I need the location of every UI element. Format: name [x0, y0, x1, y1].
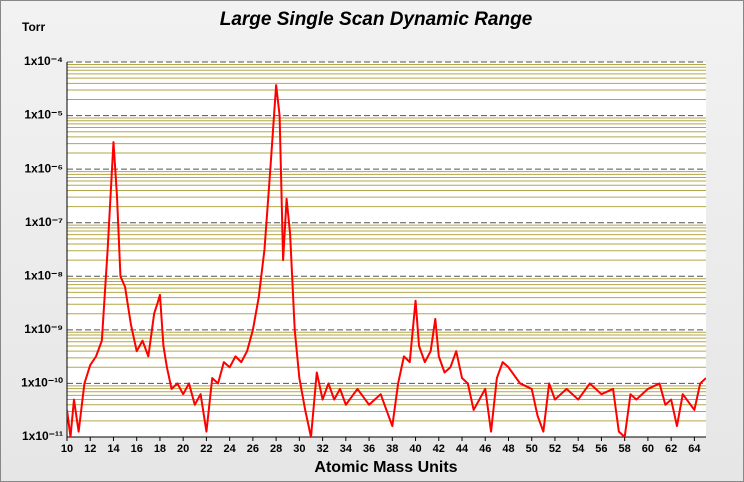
- plot-area: [67, 62, 706, 437]
- x-tick-label: 50: [526, 443, 538, 455]
- x-tick-label: 20: [177, 443, 189, 455]
- x-tick-label: 44: [456, 443, 469, 455]
- x-tick-label: 60: [642, 443, 654, 455]
- x-tick-label: 26: [247, 443, 259, 455]
- x-tick-label: 46: [479, 443, 491, 455]
- chart-title: Large Single Scan Dynamic Range: [220, 9, 533, 30]
- x-tick-label: 30: [293, 443, 305, 455]
- x-tick-label: 34: [340, 443, 353, 455]
- y-tick-label: 1x10⁻⁶: [24, 161, 63, 175]
- x-axis-title: Atomic Mass Units: [314, 459, 457, 476]
- y-tick-label: 1x10⁻⁷: [25, 215, 63, 229]
- y-tick-label: 1x10⁻⁹: [24, 322, 63, 336]
- x-tick-label: 36: [363, 443, 375, 455]
- x-tick-label: 12: [84, 443, 96, 455]
- x-tick-label: 14: [107, 443, 120, 455]
- x-tick-label: 56: [595, 443, 607, 455]
- x-tick-label: 40: [409, 443, 421, 455]
- x-tick-label: 48: [502, 443, 514, 455]
- x-tick-label: 24: [224, 443, 237, 455]
- x-tick-label: 16: [131, 443, 143, 455]
- x-tick-label: 52: [549, 443, 561, 455]
- x-tick-label: 58: [619, 443, 631, 455]
- plot-group: [67, 84, 706, 437]
- x-tick-label: 32: [316, 443, 328, 455]
- x-tick-label: 22: [200, 443, 212, 455]
- y-tick-label: 1x10⁻⁴: [24, 54, 63, 68]
- x-tick-label: 10: [61, 443, 73, 455]
- x-tick-label: 62: [665, 443, 677, 455]
- y-tick-label: 1x10⁻⁸: [24, 268, 63, 282]
- x-tick-label: 28: [270, 443, 282, 455]
- y-tick-label: 1x10⁻¹⁰: [21, 376, 63, 390]
- x-tick-label: 42: [433, 443, 445, 455]
- y-tick-label: 1x10⁻¹¹: [22, 429, 63, 443]
- x-tick-label: 18: [154, 443, 166, 455]
- data-line: [67, 84, 706, 437]
- x-tick-label: 38: [386, 443, 398, 455]
- x-tick-label: 64: [688, 443, 701, 455]
- y-axis-title: Torr: [22, 20, 45, 34]
- x-tick-label: 54: [572, 443, 585, 455]
- y-tick-label: 1x10⁻⁵: [24, 108, 63, 122]
